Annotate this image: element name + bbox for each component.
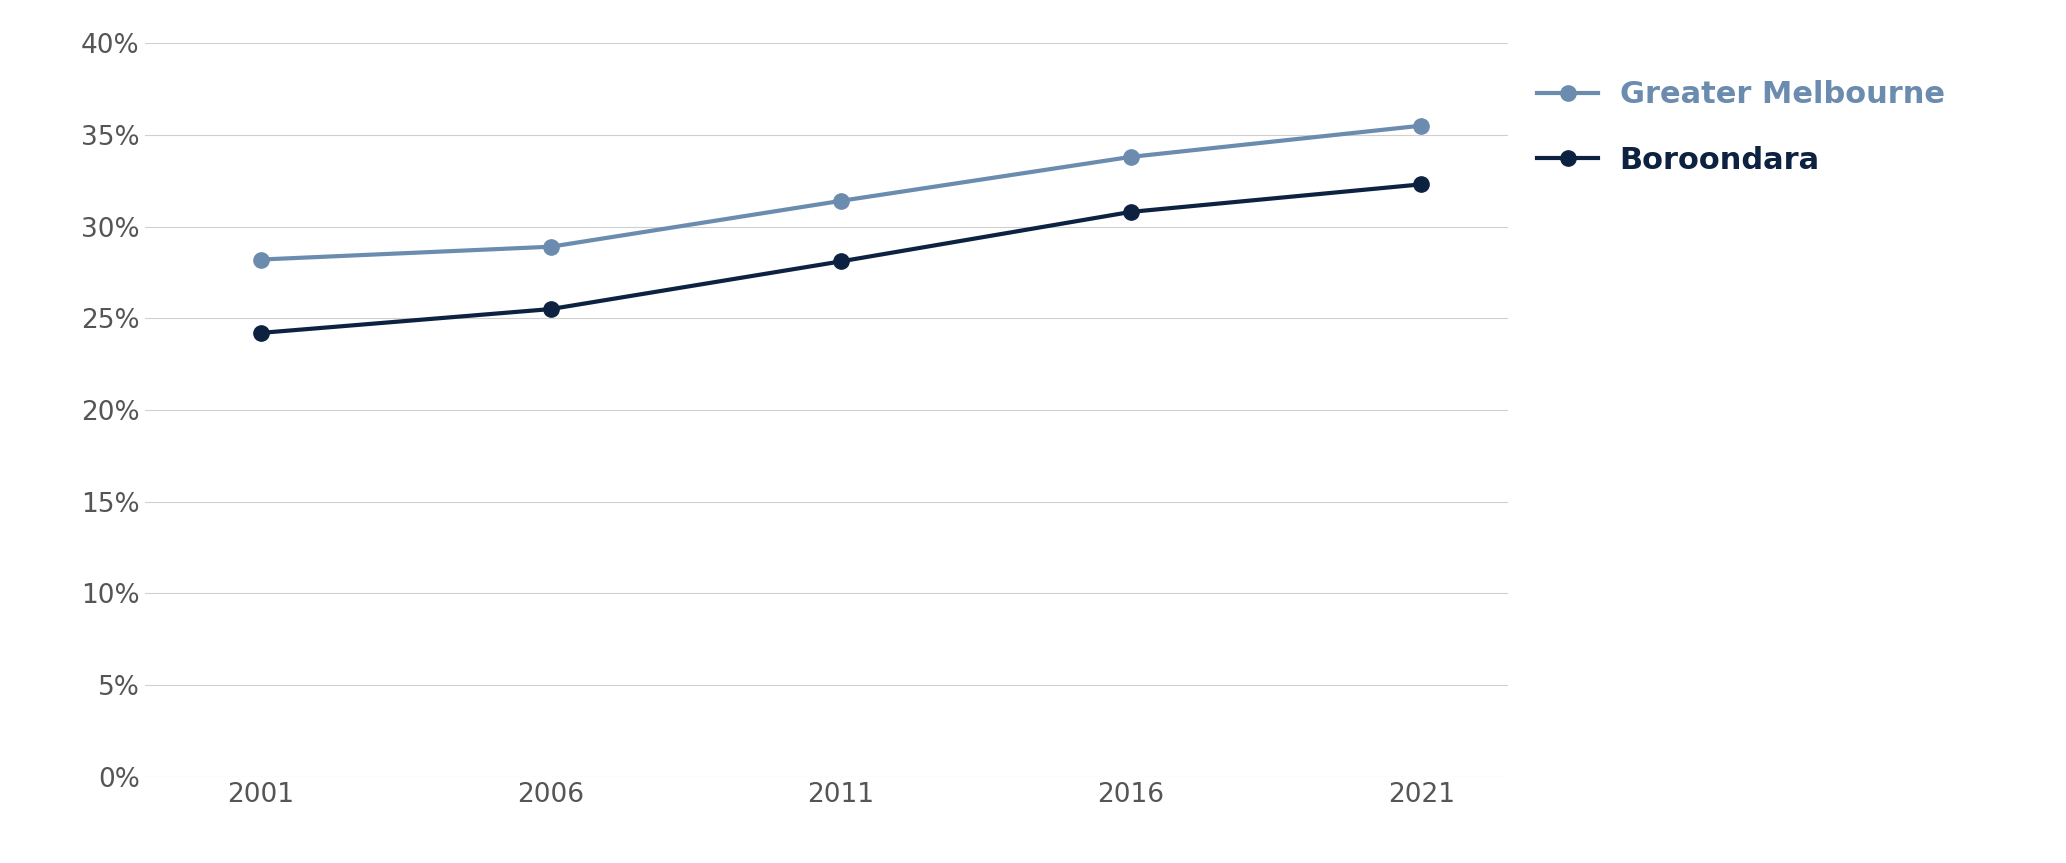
Legend: Greater Melbourne, Boroondara: Greater Melbourne, Boroondara xyxy=(1537,80,1944,175)
